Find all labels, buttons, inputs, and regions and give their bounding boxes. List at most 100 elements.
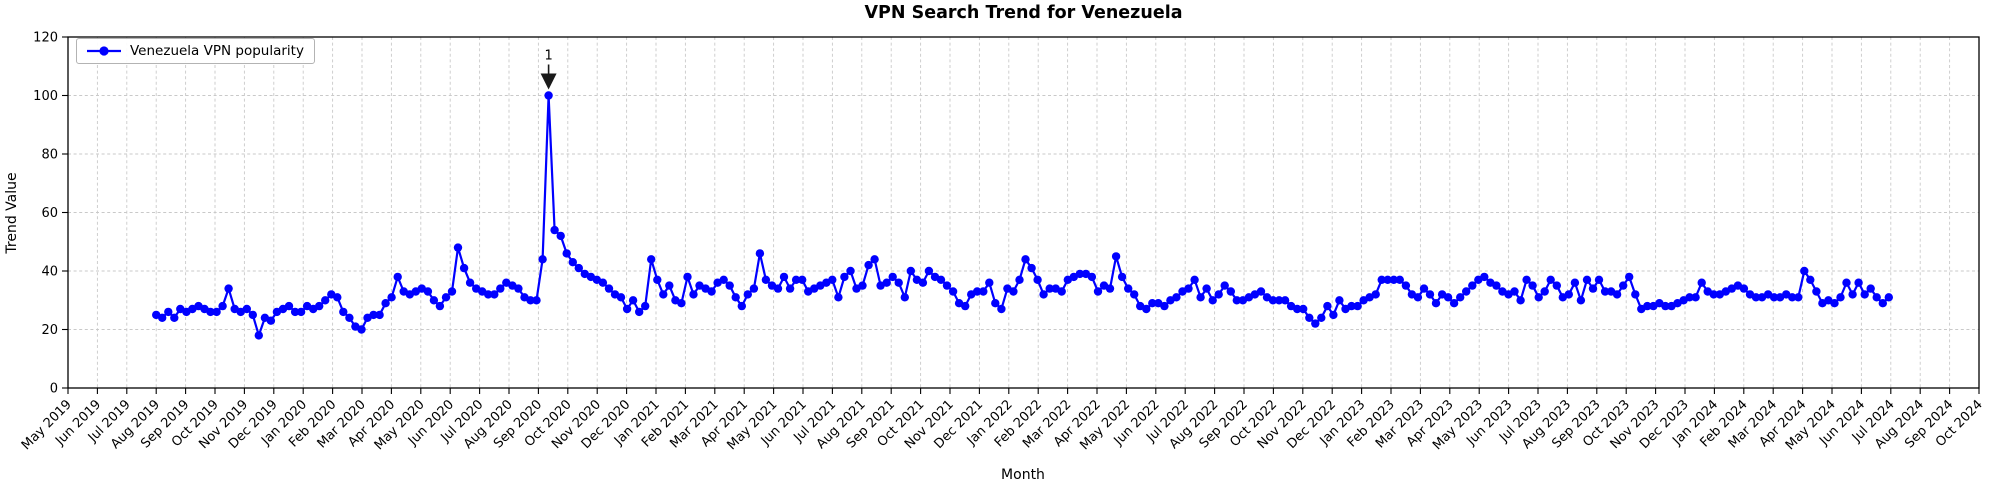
x-axis-label: Month — [1001, 467, 1045, 483]
data-point-marker — [1480, 272, 1489, 282]
data-point-marker — [858, 281, 867, 290]
data-point-marker — [212, 307, 221, 317]
data-point-marker — [1661, 301, 1670, 311]
data-point-marker — [242, 304, 251, 314]
data-point-marker — [465, 278, 475, 287]
data-point-marker — [164, 307, 173, 317]
data-point-marker — [1329, 310, 1338, 320]
data-point-marker — [719, 275, 728, 284]
data-point-marker — [544, 91, 553, 100]
data-point-marker — [224, 284, 233, 293]
data-point-marker — [635, 307, 644, 317]
data-point-marker — [1709, 290, 1718, 299]
data-point-marker — [1419, 284, 1429, 293]
data-point-marker — [1009, 287, 1018, 296]
data-point-marker — [514, 284, 523, 293]
data-point-marker — [1039, 290, 1048, 299]
data-point-marker — [942, 281, 952, 290]
data-point-marker — [1425, 290, 1435, 299]
annotation-label: 1 — [544, 49, 552, 64]
data-point-marker — [381, 299, 390, 308]
data-point-marker — [761, 275, 771, 284]
data-point-marker — [387, 293, 396, 302]
data-point-marker — [840, 272, 849, 282]
data-point-marker — [1021, 255, 1030, 264]
data-point-marker — [206, 307, 215, 317]
data-point-marker — [1148, 299, 1157, 308]
data-point-marker — [1111, 252, 1121, 261]
trend-line — [155, 95, 1890, 340]
data-point-marker — [218, 301, 227, 311]
data-point-marker — [1788, 293, 1797, 302]
data-point-marker — [1739, 284, 1749, 293]
data-point-marker — [828, 275, 837, 284]
data-point-marker — [689, 290, 698, 299]
data-point-marker — [1347, 301, 1356, 311]
data-point-marker — [961, 301, 970, 311]
legend-label: Venezuela VPN popularity — [130, 43, 304, 59]
data-point-marker — [1389, 275, 1399, 284]
data-point-marker — [248, 310, 257, 320]
data-point-marker — [459, 263, 469, 273]
data-point-marker — [665, 281, 674, 290]
data-point-marker — [339, 307, 348, 317]
data-point-marker — [453, 243, 463, 252]
data-point-marker — [948, 287, 958, 296]
y-tick-label: 80 — [41, 148, 58, 163]
data-point-marker — [1751, 293, 1761, 302]
data-point-marker — [1691, 293, 1700, 302]
data-point-marker — [628, 296, 638, 305]
data-point-marker — [1449, 299, 1459, 308]
data-point-marker — [315, 301, 324, 311]
data-point-marker — [888, 272, 897, 282]
data-point-marker — [266, 316, 276, 325]
data-point-marker — [918, 278, 928, 287]
data-point-marker — [1087, 272, 1097, 282]
data-point-marker — [1800, 266, 1809, 276]
data-point-marker — [290, 307, 300, 317]
data-point-marker — [731, 293, 740, 302]
data-point-marker — [1456, 293, 1465, 302]
data-point-marker — [496, 284, 505, 293]
data-point-marker — [725, 281, 734, 290]
data-point-marker — [1546, 275, 1555, 284]
data-point-marker — [1806, 275, 1815, 284]
data-point-marker — [1564, 290, 1574, 299]
data-point-marker — [345, 313, 354, 322]
data-point-marker — [1075, 269, 1085, 279]
data-point-marker — [622, 304, 632, 314]
data-point-marker — [1631, 290, 1640, 299]
data-point-marker — [1232, 296, 1242, 305]
data-point-marker — [447, 287, 457, 296]
data-point-marker — [1371, 290, 1380, 299]
data-point-marker — [1160, 301, 1169, 311]
data-point-marker — [924, 266, 934, 276]
data-point-marker — [598, 278, 608, 287]
data-point-marker — [1812, 287, 1821, 296]
data-point-marker — [683, 272, 692, 282]
data-point-marker — [357, 325, 366, 334]
data-point-marker — [423, 287, 433, 296]
data-point-marker — [296, 307, 306, 317]
data-point-marker — [1697, 278, 1706, 287]
data-point-marker — [429, 296, 439, 305]
data-point-marker — [484, 290, 493, 299]
data-point-marker — [526, 296, 535, 305]
y-tick-label: 120 — [33, 31, 58, 46]
data-point-marker — [1534, 293, 1543, 302]
data-point-marker — [659, 290, 668, 299]
y-tick-label: 100 — [33, 89, 58, 104]
data-point-marker — [369, 310, 378, 320]
data-point-marker — [864, 260, 873, 270]
data-point-marker — [870, 255, 879, 264]
data-point-marker — [1033, 275, 1042, 284]
data-point-marker — [653, 275, 662, 284]
data-point-marker — [1443, 293, 1453, 302]
data-point-marker — [1685, 293, 1694, 302]
data-point-marker — [1570, 278, 1580, 287]
data-point-marker — [743, 290, 752, 299]
data-point-marker — [333, 293, 342, 302]
data-point-marker — [1293, 304, 1302, 314]
data-point-marker — [1027, 263, 1036, 273]
data-point-marker — [1860, 290, 1869, 299]
